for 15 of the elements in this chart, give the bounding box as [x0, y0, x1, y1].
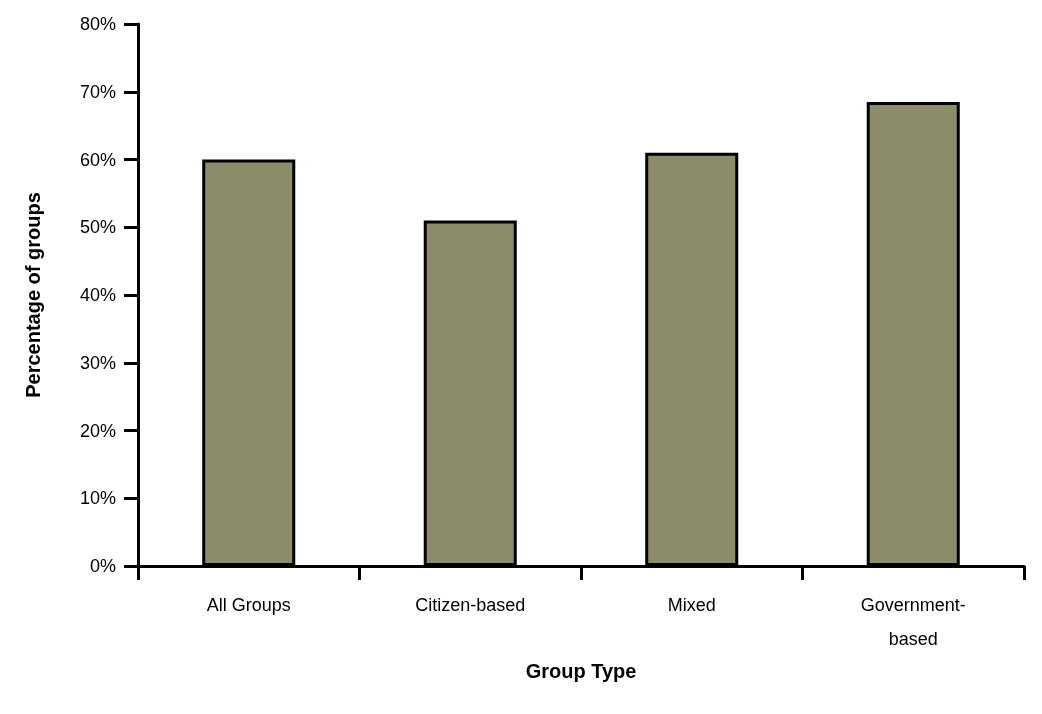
y-tick-label: 30% [79, 352, 116, 373]
x-tick-label: Mixed [667, 595, 716, 615]
y-tick-label: 40% [79, 285, 116, 305]
x-axis-title: Group Type [525, 659, 637, 682]
x-tick-label: Government-based [860, 595, 966, 649]
y-tick-label: 70% [79, 81, 116, 102]
y-tick-label: 10% [79, 488, 116, 509]
y-tick-label: 80% [79, 14, 116, 34]
y-tick-label: 20% [79, 420, 116, 441]
x-tick-label: All Groups [206, 595, 291, 615]
y-axis-title: Percentage of groups [22, 192, 44, 398]
y-tick-label: 60% [79, 149, 116, 170]
y-tick-label: 50% [79, 217, 116, 238]
x-tick-label: Citizen-based [415, 595, 526, 615]
y-tick-label: 0% [89, 556, 116, 576]
